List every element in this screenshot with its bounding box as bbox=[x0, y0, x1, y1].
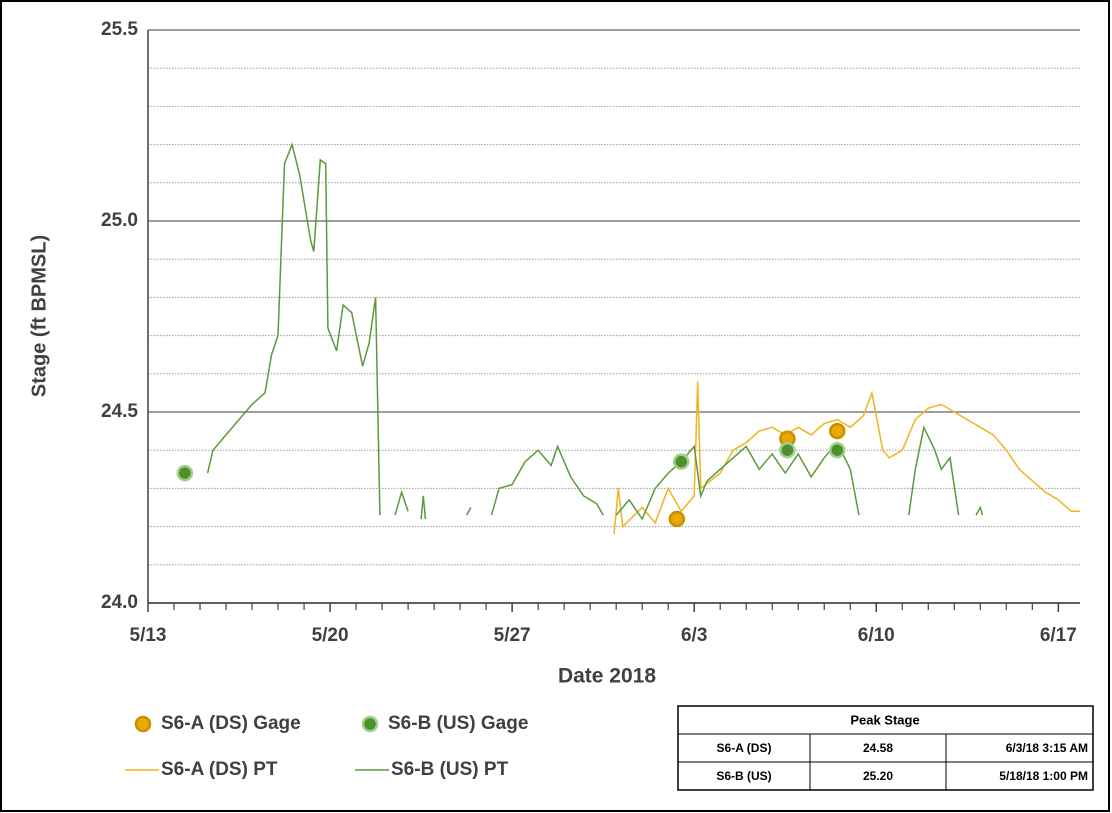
data-point bbox=[828, 441, 846, 459]
y-tick-label: 25.5 bbox=[101, 19, 138, 40]
y-tick-label: 25.0 bbox=[101, 210, 138, 231]
y-tick-label: 24.0 bbox=[101, 592, 138, 613]
table-cell: 6/3/18 3:15 AM bbox=[1006, 741, 1088, 755]
table-title: Peak Stage bbox=[850, 712, 919, 727]
data-line bbox=[206, 142, 984, 521]
data-point bbox=[176, 464, 194, 482]
x-tick-label: 5/27 bbox=[494, 625, 531, 646]
x-tick-label: 5/20 bbox=[312, 625, 349, 646]
legend-label: S6-B (US) PT bbox=[391, 759, 509, 780]
legend-label: S6-A (DS) Gage bbox=[161, 713, 301, 734]
table-cell: 24.58 bbox=[863, 741, 893, 755]
data-point bbox=[668, 510, 686, 528]
legend-marker bbox=[361, 715, 379, 733]
data-line bbox=[613, 381, 1080, 535]
y-tick-label: 24.5 bbox=[101, 401, 138, 422]
x-axis-title: Date 2018 bbox=[558, 665, 656, 688]
plot-area bbox=[148, 30, 1080, 603]
x-tick-label: 6/17 bbox=[1040, 625, 1077, 646]
x-tick-label: 6/3 bbox=[681, 625, 707, 646]
x-tick-label: 6/10 bbox=[858, 625, 895, 646]
data-point bbox=[779, 441, 796, 459]
legend-marker bbox=[134, 715, 152, 733]
table-border bbox=[677, 705, 1094, 791]
legend-label: S6-B (US) Gage bbox=[388, 713, 528, 734]
legend-label: S6-A (DS) PT bbox=[161, 759, 278, 780]
table-cell: 5/18/18 1:00 PM bbox=[999, 769, 1088, 783]
data-point bbox=[828, 422, 846, 440]
y-axis-title: Stage (ft BPMSL) bbox=[28, 235, 50, 397]
x-tick-label: 5/13 bbox=[130, 625, 167, 646]
table-cell: S6-A (DS) bbox=[717, 741, 772, 755]
peak-table: Peak Stage S6-A (DS) 24.58 6/3/18 3:15 A… bbox=[677, 705, 1094, 791]
data-point bbox=[672, 453, 690, 470]
table-cell: 25.20 bbox=[863, 769, 893, 783]
table-cell: S6-B (US) bbox=[716, 769, 771, 783]
